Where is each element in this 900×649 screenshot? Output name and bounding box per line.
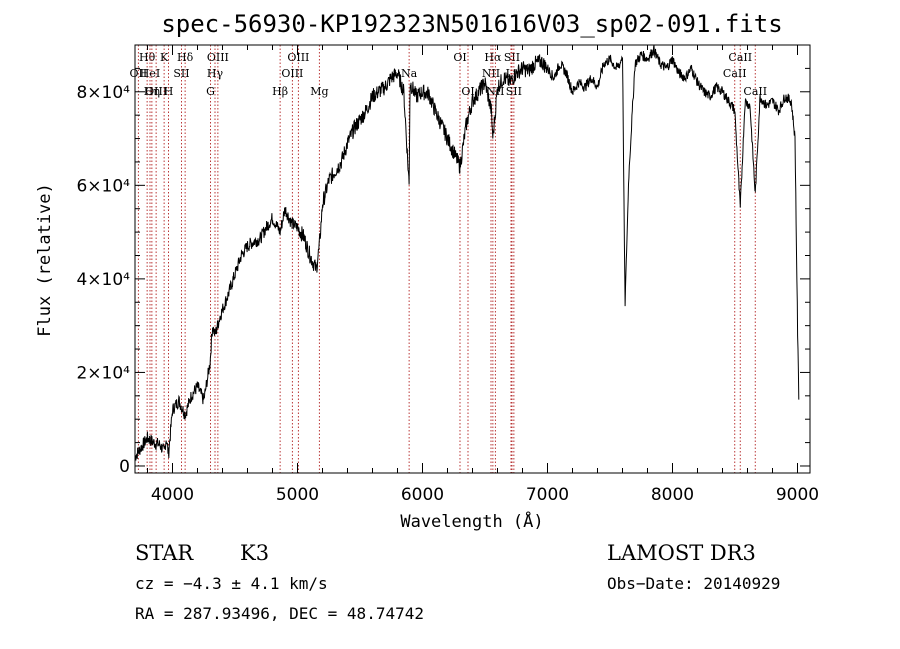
y-axis-ticks: 0 2×10⁴ 4×10⁴ 6×10⁴ 8×10⁴	[76, 67, 810, 477]
spectral-line-label: Mg	[310, 85, 328, 98]
object-subclass: K3	[240, 541, 269, 565]
ra-dec: RA = 287.93496, DEC = 48.74742	[135, 604, 424, 623]
spectral-line-label: SII	[506, 85, 522, 98]
spectral-line-label: CaII	[728, 51, 752, 64]
spectral-line-label: Na	[401, 67, 418, 80]
spectral-line-label: NII	[482, 67, 500, 80]
spectral-line-label: Hα	[484, 51, 502, 64]
spectral-line-label: CaII	[723, 67, 747, 80]
spectral-line-label: SII	[504, 51, 520, 64]
spectral-line-label: OI	[461, 85, 474, 98]
spectral-line-label: Hδ	[177, 51, 194, 64]
x-axis-ticks: 4000 5000 6000 7000 8000 9000	[147, 45, 819, 505]
x-tick-label: 7000	[526, 485, 569, 505]
x-axis-label: Wavelength (Å)	[400, 510, 543, 532]
spectral-line-label: Li	[506, 67, 517, 80]
spectral-line-label: Hθ	[139, 51, 156, 64]
x-tick-label: 9000	[776, 485, 819, 505]
spectral-line-label: OIII	[207, 51, 229, 64]
plot-frame	[134, 44, 811, 474]
x-tick-label: 8000	[651, 485, 694, 505]
object-class: STAR	[135, 541, 194, 565]
flux-series-line	[134, 45, 800, 461]
x-tick-label: 5000	[276, 485, 319, 505]
y-tick-label: 4×10⁴	[76, 270, 130, 290]
spectral-line-label: Hβ	[272, 85, 288, 98]
y-axis-label: Flux (relative)	[35, 183, 55, 337]
spectral-line-label: OII	[130, 67, 148, 80]
spectral-line-label: Hγ	[207, 67, 224, 80]
x-tick-label: 4000	[151, 485, 194, 505]
spectral-line-label: Hη	[144, 85, 160, 98]
y-tick-label: 8×10⁴	[76, 83, 130, 103]
spectral-line-label: G	[206, 85, 215, 98]
survey-name: LAMOST DR3	[607, 541, 756, 565]
spectral-line-label: OIII	[145, 85, 167, 98]
spectral-line-label: CaII	[743, 85, 767, 98]
y-tick-label: 0	[119, 457, 130, 477]
spectral-line-label: K	[160, 51, 169, 64]
obs-date: Obs−Date: 20140929	[607, 574, 780, 593]
y-tick-label: 2×10⁴	[76, 363, 130, 383]
spectral-line-label: OIII	[287, 51, 309, 64]
spectral-line-label: HeI	[140, 67, 160, 80]
y-tick-label: 6×10⁴	[76, 176, 130, 196]
x-tick-label: 6000	[401, 485, 444, 505]
spectral-line-label: SII	[173, 67, 189, 80]
redshift-cz: cz = −4.3 ± 4.1 km/s	[135, 574, 328, 593]
chart-title: spec-56930-KP192323N501616V03_sp02-091.f…	[161, 10, 782, 38]
spectral-line-label: OIII	[281, 67, 303, 80]
spectral-line-label: H	[164, 85, 174, 98]
spectral-line-label: OI	[453, 51, 466, 64]
